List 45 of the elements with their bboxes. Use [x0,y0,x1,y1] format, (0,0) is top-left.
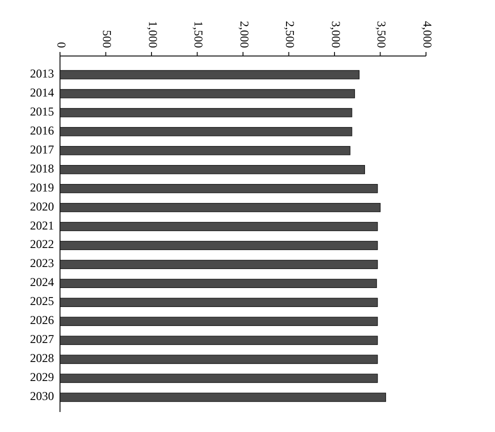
y-tick-label: 2030 [30,389,54,404]
bar [60,165,365,174]
x-tick-label: 0 [54,42,68,48]
y-tick-label: 2017 [30,142,54,156]
bar [60,278,377,288]
x-tick-label: 2,500 [283,21,297,48]
bar [60,127,352,136]
y-tick-label: 2022 [30,237,54,252]
x-tick-label: 500 [100,30,114,48]
y-tick-label: 2024 [30,275,54,290]
bar [60,184,378,194]
x-tick-label: 3,500 [374,21,388,48]
bar [60,298,378,307]
bar [60,108,352,118]
bar [60,316,378,326]
bar [60,354,378,364]
x-tick-label: 1,000 [146,21,160,48]
y-tick-label: 2025 [30,294,54,308]
bar [60,240,378,250]
bar [60,202,381,212]
y-tick-label: 2018 [30,161,54,176]
y-tick-label: 2026 [30,313,54,328]
y-tick-label: 2021 [30,218,54,232]
bar [60,70,360,80]
y-tick-label: 2023 [30,256,54,270]
y-tick-label: 2014 [30,85,54,100]
y-tick-label: 2016 [30,123,54,138]
y-tick-label: 2028 [30,351,54,366]
y-tick-label: 2013 [30,66,54,80]
x-tick-label: 1,500 [192,21,206,48]
y-tick-label: 2019 [30,180,54,194]
bar [60,260,378,270]
y-tick-label: 2029 [30,370,54,384]
y-tick-label: 2020 [30,199,54,214]
bar [60,374,378,383]
x-tick-label: 3,000 [328,21,343,48]
x-tick-label: 4,000 [420,21,434,48]
y-tick-label: 2027 [30,332,54,346]
bar [60,392,386,402]
bar [60,89,355,98]
bar [60,336,378,345]
x-tick-label: 2,000 [237,21,252,48]
bar [60,146,350,156]
y-tick-label: 2015 [30,104,54,118]
bar [60,222,378,232]
